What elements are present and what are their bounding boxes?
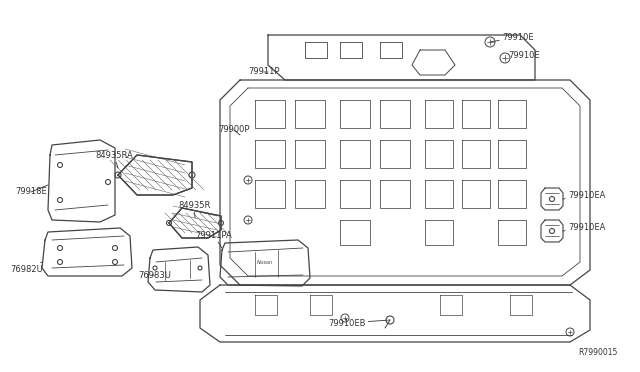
Text: 79911P: 79911P <box>248 67 280 77</box>
Text: 79910E: 79910E <box>490 32 534 42</box>
Text: 79910EA: 79910EA <box>563 192 605 201</box>
Text: 76983U: 76983U <box>138 270 171 279</box>
Text: 76982U: 76982U <box>10 262 43 275</box>
Text: 79910EB: 79910EB <box>328 318 390 327</box>
Text: 79900P: 79900P <box>218 125 250 135</box>
Text: 79910E: 79910E <box>505 51 540 60</box>
Text: 79910EA: 79910EA <box>563 224 605 232</box>
Text: Nissan: Nissan <box>257 260 273 266</box>
Text: 79911PA: 79911PA <box>195 231 232 248</box>
Text: 84935R: 84935R <box>178 201 211 218</box>
Text: 79918E: 79918E <box>15 185 48 196</box>
Text: 84935RA: 84935RA <box>95 151 132 168</box>
Text: R7990015: R7990015 <box>579 348 618 357</box>
